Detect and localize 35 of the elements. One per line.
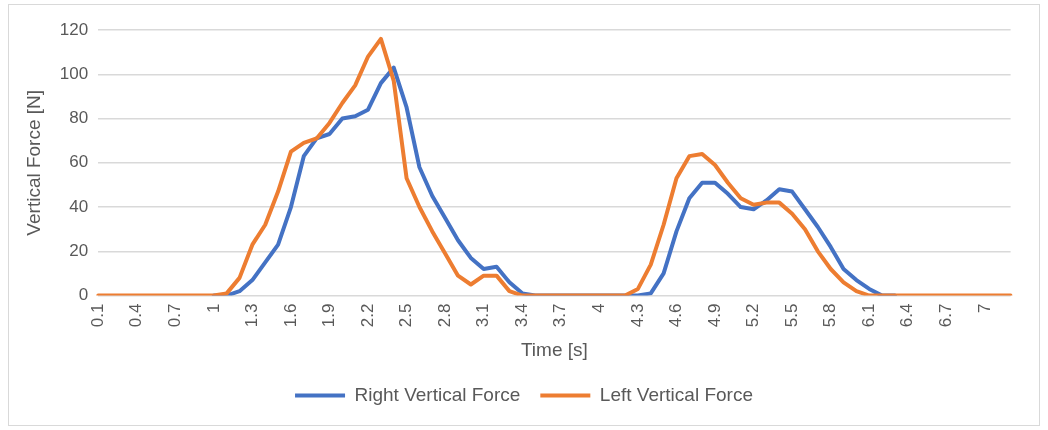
x-tick-label: 0.7 (164, 303, 184, 328)
y-tick-label: 20 (69, 240, 89, 260)
y-tick-label: 120 (59, 19, 89, 39)
x-tick-label: 5.8 (820, 303, 840, 328)
y-tick-label: 0 (78, 285, 89, 305)
y-tick-label: 100 (59, 63, 89, 83)
x-tick-label: 0.1 (87, 303, 107, 328)
x-tick-label: 5.2 (743, 303, 763, 328)
legend-label: Right Vertical Force (354, 383, 521, 405)
x-tick-label: 1 (203, 303, 223, 314)
x-tick-label: 4.9 (704, 303, 724, 328)
y-axis-title: Vertical Force [N] (22, 89, 44, 236)
x-tick-label: 3.4 (511, 303, 531, 328)
x-tick-label: 3.7 (550, 303, 570, 328)
x-tick-label: 6.4 (897, 303, 917, 328)
x-tick-label: 0.4 (126, 303, 146, 328)
x-tick-label: 1.3 (242, 303, 262, 328)
x-tick-label: 1.6 (280, 303, 300, 328)
legend-label: Left Vertical Force (599, 383, 753, 405)
x-tick-label: 4.6 (666, 303, 686, 328)
x-tick-label: 2.8 (434, 303, 454, 328)
x-tick-label: 1.9 (319, 303, 339, 328)
x-tick-label: 6.7 (936, 303, 956, 328)
y-tick-label: 60 (69, 152, 89, 172)
x-tick-label: 6.1 (858, 303, 878, 328)
x-tick-label: 2.5 (396, 303, 416, 328)
x-tick-label: 2.2 (357, 303, 377, 328)
x-tick-label: 3.1 (473, 303, 493, 328)
y-tick-label: 40 (69, 196, 89, 216)
x-tick-label: 5.5 (781, 303, 801, 328)
x-tick-label: 4.3 (627, 303, 647, 328)
x-tick-label: 7 (974, 303, 994, 314)
x-tick-label: 4 (589, 303, 609, 314)
x-axis-title: Time [s] (520, 338, 588, 360)
y-tick-label: 80 (69, 108, 89, 128)
